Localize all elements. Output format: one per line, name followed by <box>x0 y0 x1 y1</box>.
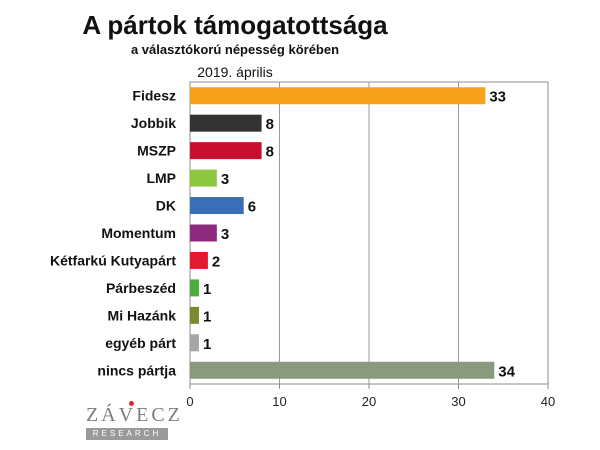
logo-name: ZÁVECZ <box>86 404 183 426</box>
category-label: Fidesz <box>132 88 176 104</box>
bar <box>190 87 486 105</box>
category-label: Jobbik <box>131 115 176 131</box>
bar <box>190 361 495 379</box>
category-label: Mi Hazánk <box>108 307 177 323</box>
value-label: 8 <box>266 116 274 133</box>
value-label: 3 <box>221 226 229 243</box>
value-label: 6 <box>248 199 256 216</box>
category-label: egyéb párt <box>105 335 176 351</box>
bar <box>190 197 244 215</box>
logo-subtext: RESEARCH <box>86 428 168 440</box>
bar <box>190 334 199 352</box>
value-label: 33 <box>489 89 506 106</box>
bar <box>190 169 217 187</box>
logo-dot <box>129 401 134 406</box>
category-label: Momentum <box>101 225 176 241</box>
chart-subtitle: a választókorú népesség körében <box>130 42 340 57</box>
category-label: Kétfarkú Kutyapárt <box>50 252 176 268</box>
zavecz-logo: ZÁVECZ RESEARCH <box>86 401 183 440</box>
value-label: 1 <box>203 308 211 325</box>
category-label: MSZP <box>137 143 176 159</box>
value-label: 2 <box>212 253 220 270</box>
bar <box>190 142 262 160</box>
bar <box>190 114 262 132</box>
bar <box>190 251 208 269</box>
bar <box>190 279 199 297</box>
bar <box>190 306 199 324</box>
x-tick-label: 40 <box>541 394 555 409</box>
value-label: 8 <box>266 144 274 161</box>
category-label: LMP <box>146 170 176 186</box>
value-label: 1 <box>203 281 211 298</box>
value-label: 1 <box>203 336 211 353</box>
x-tick-label: 30 <box>451 394 465 409</box>
chart-date: 2019. április <box>197 64 273 80</box>
category-label: DK <box>156 198 176 214</box>
value-label: 34 <box>498 363 515 380</box>
x-tick-label: 10 <box>272 394 286 409</box>
x-tick-label: 0 <box>186 394 193 409</box>
chart-title: A pártok támogatottsága <box>82 10 388 40</box>
x-tick-label: 20 <box>362 394 376 409</box>
value-label: 3 <box>221 171 229 188</box>
category-label: Párbeszéd <box>106 280 176 296</box>
bar <box>190 224 217 242</box>
category-label: nincs pártja <box>97 362 176 378</box>
